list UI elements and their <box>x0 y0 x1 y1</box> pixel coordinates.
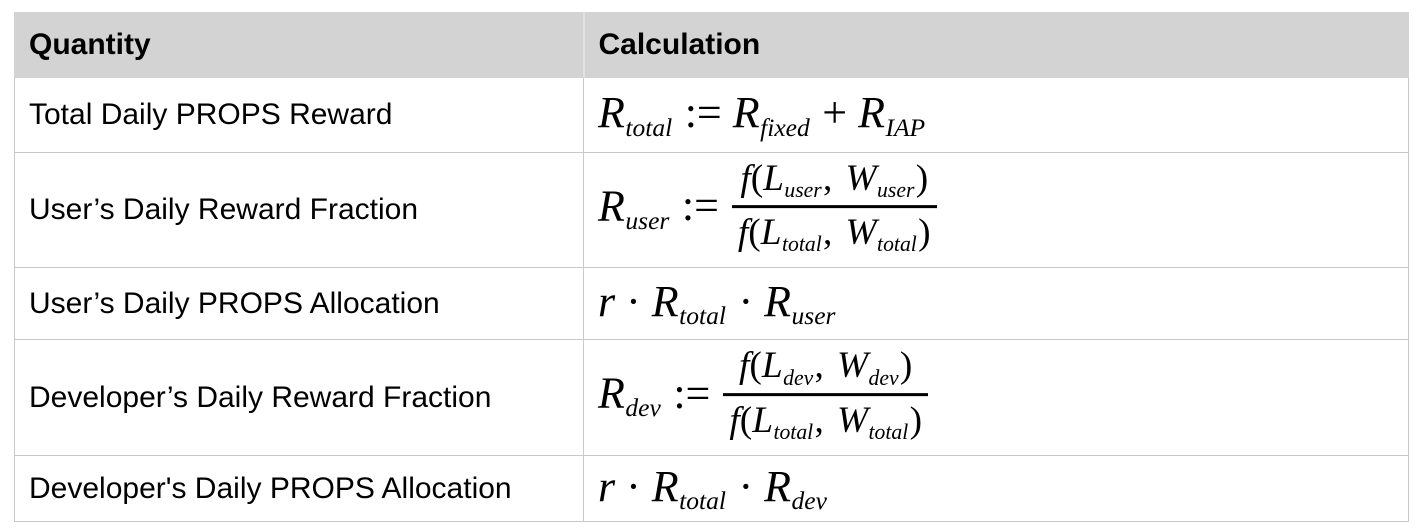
operator: · <box>626 276 641 326</box>
fraction: f(Luser, Wuser) f(Ltotal, Wtotal) <box>731 157 937 259</box>
variable: L <box>752 399 774 441</box>
operator: · <box>738 276 754 326</box>
variable: R <box>764 276 792 326</box>
quantity-cell: User’s Daily PROPS Allocation <box>14 267 584 341</box>
operator: := <box>673 368 711 418</box>
paren: ( <box>750 158 764 200</box>
paren: ) <box>915 158 929 200</box>
subscript: dev <box>783 365 814 390</box>
subscript: IAP <box>885 112 926 142</box>
formula: r · Rtotal · Rdev <box>598 462 1392 516</box>
variable: L <box>763 158 784 200</box>
denominator: f(Ltotal, Wtotal) <box>731 205 937 259</box>
formula: Ruser:= f(Luser, Wuser) f(Ltotal, Wtotal) <box>598 157 1392 261</box>
paren: ) <box>909 399 923 441</box>
fraction: f(Ldev, Wdev) f(Ltotal, Wtotal) <box>723 344 929 447</box>
operator: + <box>822 88 848 138</box>
quantity-cell: Developer’s Daily Reward Fraction <box>14 339 584 456</box>
column-header-quantity: Quantity <box>14 12 585 78</box>
subscript: total <box>679 301 726 331</box>
column-header-calculation: Calculation <box>583 12 1409 78</box>
paren: ( <box>749 345 762 387</box>
subscript: user <box>791 301 836 331</box>
subscript: total <box>625 112 673 142</box>
table-row: Total Daily PROPS Reward Rtotal:= Rfixed + R… <box>14 77 1409 153</box>
variable: r <box>598 461 616 511</box>
table-row: Developer's Daily PROPS Allocation r · Rtot… <box>14 454 1409 523</box>
variable: R <box>732 88 760 138</box>
quantity-cell: Total Daily PROPS Reward <box>14 77 584 153</box>
variable: W <box>836 399 869 441</box>
variable: L <box>761 345 783 387</box>
numerator: f(Luser, Wuser) <box>734 157 934 205</box>
formula: Rtotal:= Rfixed + RIAP <box>598 88 1392 142</box>
variable: R <box>858 88 885 138</box>
calculation-cell: Rdev:= f(Ldev, Wdev) f(Ltotal, Wtotal) <box>583 339 1409 456</box>
quantity-cell: User’s Daily Reward Fraction <box>14 151 584 269</box>
paren: ( <box>739 399 753 441</box>
subscript: total <box>773 419 814 444</box>
subscript: user <box>877 178 915 203</box>
variable: R <box>598 368 625 418</box>
subscript: total <box>679 486 726 516</box>
variable: R <box>598 88 625 138</box>
calculation-cell: r · Rtotal · Ruser <box>583 267 1409 341</box>
subscript: total <box>868 419 909 444</box>
subscript: dev <box>868 365 899 390</box>
variable: R <box>764 461 792 511</box>
subscript: dev <box>791 486 827 516</box>
formula: r · Rtotal · Ruser <box>598 277 1392 331</box>
subscript: user <box>625 205 670 235</box>
subscript: fixed <box>760 112 810 142</box>
subscript: user <box>784 178 822 203</box>
variable: W <box>836 345 869 387</box>
paren: ) <box>918 212 931 254</box>
operator: · <box>738 461 754 511</box>
subscript: total <box>781 232 822 257</box>
variable: W <box>845 158 877 200</box>
table-row: Developer’s Daily Reward Fraction Rdev:= f… <box>14 339 1409 456</box>
table-body: Total Daily PROPS Reward Rtotal:= Rfixed + R… <box>14 77 1409 523</box>
variable: R <box>651 276 679 326</box>
comma: , <box>823 158 833 200</box>
comma: , <box>814 399 824 441</box>
table-row: User’s Daily PROPS Allocation r · Rtotal · Ru… <box>14 267 1409 341</box>
comma: , <box>814 345 824 387</box>
table-row: User’s Daily Reward Fraction Ruser:= f(Lus… <box>14 151 1409 269</box>
variable: L <box>760 212 782 254</box>
variable: f <box>729 399 740 441</box>
operator: · <box>626 461 641 511</box>
calculation-table: Quantity Calculation Total Daily PROPS R… <box>14 12 1409 523</box>
calculation-cell: r · Rtotal · Rdev <box>583 454 1409 523</box>
variable: f <box>737 212 749 254</box>
subscript: total <box>877 232 917 257</box>
calculation-cell: Ruser:= f(Luser, Wuser) f(Ltotal, Wtotal) <box>583 151 1409 269</box>
variable: W <box>845 212 877 254</box>
operator: := <box>684 88 722 138</box>
numerator: f(Ldev, Wdev) <box>733 344 918 392</box>
variable: R <box>598 181 625 231</box>
denominator: f(Ltotal, Wtotal) <box>723 392 929 447</box>
variable: r <box>598 276 616 326</box>
operator: := <box>681 181 719 231</box>
variable: f <box>739 345 750 387</box>
subscript: dev <box>625 393 661 423</box>
calculation-cell: Rtotal:= Rfixed + RIAP <box>583 77 1409 153</box>
paren: ( <box>748 212 761 254</box>
header-row: Quantity Calculation <box>14 12 1409 78</box>
quantity-cell: Developer's Daily PROPS Allocation <box>14 454 584 523</box>
paren: ) <box>899 345 913 387</box>
formula: Rdev:= f(Ldev, Wdev) f(Ltotal, Wtotal) <box>598 344 1392 448</box>
comma: , <box>823 212 833 254</box>
variable: R <box>651 461 679 511</box>
variable: f <box>740 158 751 200</box>
